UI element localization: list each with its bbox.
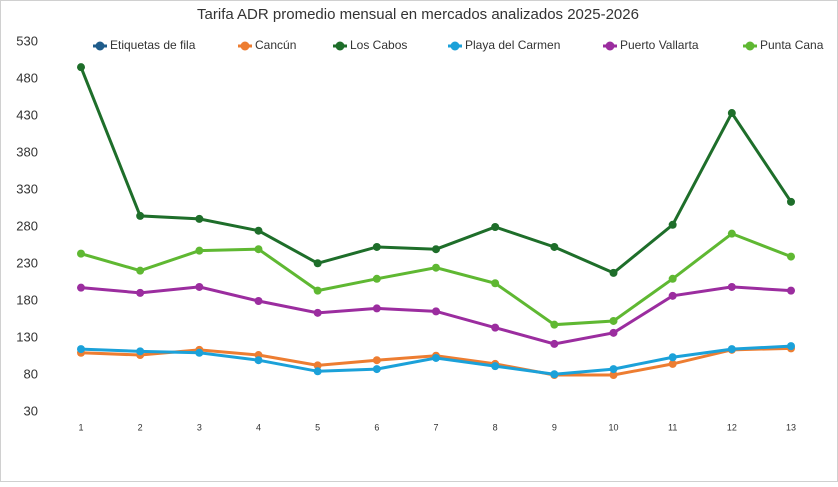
legend-marker (95, 41, 105, 51)
legend-label: Puerto Vallarta (620, 38, 699, 52)
data-point (609, 268, 618, 277)
y-tick-label: 180 (16, 292, 38, 307)
data-point (550, 370, 559, 379)
y-tick-label: 430 (16, 107, 38, 122)
data-point (77, 249, 85, 258)
data-point (136, 288, 145, 297)
data-point (787, 252, 795, 261)
data-point (136, 347, 145, 356)
y-tick-label: 280 (16, 218, 38, 233)
y-tick-label: 130 (16, 329, 38, 344)
x-tick-label: 1 (78, 422, 83, 432)
data-point (787, 197, 795, 206)
legend-marker (240, 41, 250, 51)
legend-marker (745, 41, 755, 51)
data-point (195, 246, 204, 255)
data-point (313, 308, 322, 317)
data-point (254, 356, 263, 365)
x-tick-label: 7 (433, 422, 438, 432)
data-point (727, 109, 736, 118)
legend-label: Punta Cana (760, 38, 824, 52)
x-tick-label: 6 (374, 422, 379, 432)
data-point (668, 220, 677, 229)
data-point (491, 362, 500, 371)
data-point (136, 266, 145, 275)
y-tick-label: 480 (16, 70, 38, 85)
legend-label: Playa del Carmen (465, 38, 560, 52)
x-tick-label: 5 (315, 422, 320, 432)
data-point (195, 282, 204, 291)
data-point (432, 263, 440, 272)
data-point (550, 339, 559, 348)
legend-label: Cancún (255, 38, 296, 52)
legend-marker (605, 41, 615, 51)
y-tick-label: 30 (24, 403, 38, 418)
data-point (550, 242, 559, 251)
data-point (77, 63, 85, 72)
y-tick-label: 80 (24, 366, 38, 381)
data-point (550, 320, 559, 329)
data-point (609, 371, 618, 379)
y-tick-label: 530 (16, 33, 38, 48)
data-point (372, 365, 381, 374)
data-point (313, 286, 322, 295)
data-point (195, 348, 204, 357)
legend-label: Etiquetas de fila (110, 38, 196, 52)
x-tick-label: 9 (552, 422, 557, 432)
y-tick-label: 380 (16, 144, 38, 159)
x-tick-label: 8 (493, 422, 498, 432)
x-tick-label: 2 (138, 422, 143, 432)
y-tick-label: 330 (16, 181, 38, 196)
data-point (609, 365, 618, 374)
data-point (372, 304, 381, 313)
data-point (195, 214, 204, 223)
x-tick-label: 11 (668, 422, 677, 432)
data-point (727, 282, 736, 291)
data-point (136, 211, 145, 220)
data-point (313, 259, 322, 268)
data-point (668, 274, 677, 283)
x-tick-label: 4 (256, 422, 261, 432)
legend-label: Los Cabos (350, 38, 407, 52)
data-point (668, 353, 677, 362)
data-point (787, 286, 795, 295)
data-point (254, 297, 263, 305)
x-tick-label: 10 (608, 422, 618, 432)
data-point (609, 316, 618, 325)
data-point (77, 283, 85, 292)
data-point (668, 291, 677, 300)
data-point (432, 245, 440, 254)
data-point (491, 223, 500, 231)
legend-marker (450, 41, 460, 51)
x-tick-label: 12 (727, 422, 737, 432)
y-tick-label: 230 (16, 255, 38, 270)
data-point (727, 229, 736, 238)
data-point (787, 342, 795, 351)
data-point (609, 328, 618, 337)
data-point (313, 367, 322, 376)
data-point (254, 226, 263, 235)
data-point (668, 359, 677, 368)
data-point (313, 361, 322, 370)
data-point (491, 323, 500, 332)
data-point (727, 345, 736, 354)
data-point (372, 356, 381, 365)
legend-marker (335, 41, 345, 51)
data-point (372, 242, 381, 251)
x-tick-label: 3 (197, 422, 202, 432)
data-point (372, 274, 381, 283)
data-point (77, 345, 85, 354)
data-point (432, 307, 440, 316)
data-point (491, 279, 500, 288)
data-point (432, 353, 440, 362)
data-point (254, 245, 263, 254)
chart-title: Tarifa ADR promedio mensual en mercados … (197, 6, 639, 23)
x-tick-label: 13 (786, 422, 796, 432)
